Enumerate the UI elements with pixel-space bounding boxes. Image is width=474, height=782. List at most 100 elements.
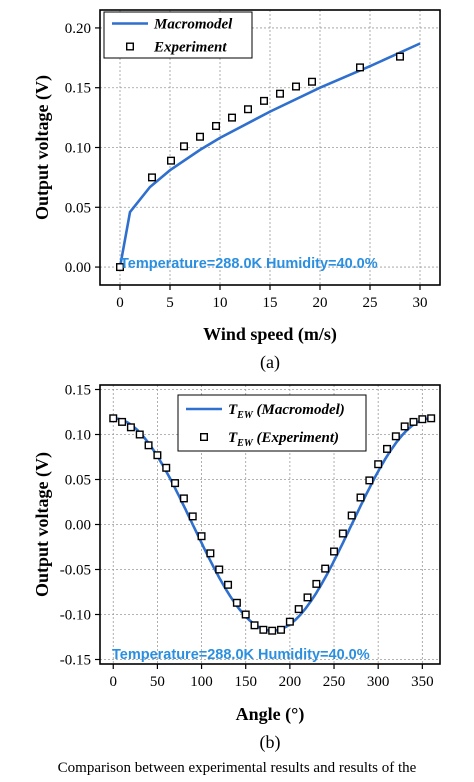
- x-tick-label: 200: [279, 674, 302, 690]
- x-tick-label: 0: [109, 674, 117, 690]
- chart-panel-a: 0 5 10 15 20 25 30 0.00 0.05 0.10 0.15 0.20 Wind spe…: [32, 9, 441, 373]
- data-point: [427, 414, 436, 423]
- x-tick-label: 300: [367, 674, 390, 690]
- data-point: [126, 423, 135, 432]
- caption-fragment: Comparison between experimental results …: [57, 760, 417, 776]
- data-point: [277, 625, 286, 634]
- x-tick-label: 10: [213, 295, 228, 311]
- x-axis-label: Angle (°): [236, 704, 305, 725]
- series-points: [115, 52, 405, 272]
- data-point: [356, 493, 365, 502]
- data-point: [365, 476, 374, 485]
- y-axis-label: Output voltage (V): [32, 75, 53, 220]
- data-point: [153, 451, 162, 460]
- data-point: [312, 579, 321, 588]
- data-point: [179, 494, 188, 503]
- data-point: [211, 121, 220, 130]
- data-point: [232, 598, 241, 607]
- x-tick-label: 100: [190, 674, 213, 690]
- data-point: [118, 417, 127, 426]
- x-tick-label: 30: [413, 295, 428, 311]
- data-point: [356, 63, 365, 72]
- series-line: [118, 42, 421, 268]
- y-tick-label: 0.10: [65, 141, 91, 157]
- y-axis-label: Output voltage (V): [32, 452, 53, 597]
- legend-entry-label: TEW (Macromodel): [228, 402, 345, 421]
- y-tick-label: 0.10: [65, 428, 91, 444]
- data-point: [391, 432, 400, 441]
- data-point: [195, 132, 204, 141]
- legend-entry-label: Experiment: [153, 40, 227, 56]
- legend: Macromodel Experiment: [103, 11, 253, 59]
- data-point: [171, 479, 180, 488]
- y-tick-label: 0.20: [65, 21, 91, 37]
- data-point: [418, 415, 427, 424]
- y-tick-label: 0.15: [65, 81, 91, 97]
- y-tick-label: 0.15: [65, 383, 91, 399]
- legend-entry-label: Macromodel: [153, 17, 233, 33]
- data-point: [383, 444, 392, 453]
- data-point: [330, 547, 339, 556]
- data-point: [250, 621, 259, 630]
- legend-entry-label: TEW (Experiment): [228, 430, 339, 449]
- x-tick-label: 350: [411, 674, 434, 690]
- data-point: [285, 617, 294, 626]
- x-tick-label: 0: [116, 295, 124, 311]
- data-point: [259, 625, 268, 634]
- data-point: [347, 511, 356, 520]
- data-point: [179, 142, 188, 151]
- data-point: [144, 441, 153, 450]
- data-point: [115, 263, 124, 272]
- data-point: [321, 564, 330, 573]
- data-point: [292, 82, 301, 91]
- y-tick-label: 0.05: [65, 473, 91, 489]
- y-tick-label: 0.05: [65, 200, 91, 216]
- chart-panel-b: 0 50 100 150 200 250 300 350 -0.15 -0.10 -0.05 0.00…: [32, 383, 441, 753]
- y-tick-label: -0.10: [60, 608, 91, 624]
- data-point: [135, 430, 144, 439]
- x-tick-label: 50: [150, 674, 165, 690]
- data-point: [215, 565, 224, 574]
- legend-marker-swatch: [125, 42, 134, 51]
- data-point: [188, 512, 197, 521]
- data-point: [109, 414, 118, 423]
- data-point: [409, 417, 418, 426]
- legend: TEW (Macromodel) TEW (Experiment): [177, 394, 367, 452]
- data-point: [147, 173, 156, 182]
- data-point: [294, 605, 303, 614]
- series-points: [109, 414, 436, 635]
- x-tick-label: 250: [323, 674, 346, 690]
- y-tick-label: -0.05: [60, 563, 91, 579]
- data-point: [166, 156, 175, 165]
- data-point: [400, 422, 409, 431]
- data-point: [243, 105, 252, 114]
- data-point: [338, 529, 347, 538]
- legend-box: [177, 394, 367, 452]
- condition-annotation: Temperature=288.0K Humidity=40.0%: [120, 256, 378, 272]
- data-point: [224, 580, 233, 589]
- data-point: [162, 463, 171, 472]
- y-tick-label: 0.00: [65, 518, 91, 534]
- x-axis-label: Wind speed (m/s): [203, 324, 337, 345]
- data-point: [374, 460, 383, 469]
- data-point: [308, 77, 317, 86]
- x-tick-label: 15: [263, 295, 278, 311]
- data-point: [396, 52, 405, 61]
- y-tick-label: -0.15: [60, 653, 91, 669]
- data-point: [227, 113, 236, 122]
- x-tick-label: 150: [234, 674, 257, 690]
- legend-marker-swatch: [199, 433, 208, 442]
- grid-lines: [100, 385, 440, 664]
- condition-annotation: Temperature=288.0K Humidity=40.0%: [112, 647, 370, 663]
- y-tick-label: 0.00: [65, 260, 91, 276]
- data-point: [276, 89, 285, 98]
- data-point: [303, 593, 312, 602]
- data-point: [268, 626, 277, 635]
- data-point: [197, 532, 206, 541]
- panel-label: (b): [260, 732, 281, 753]
- data-point: [206, 549, 215, 558]
- panel-label: (a): [260, 352, 280, 373]
- x-tick-label: 25: [363, 295, 378, 311]
- x-tick-label: 20: [313, 295, 328, 311]
